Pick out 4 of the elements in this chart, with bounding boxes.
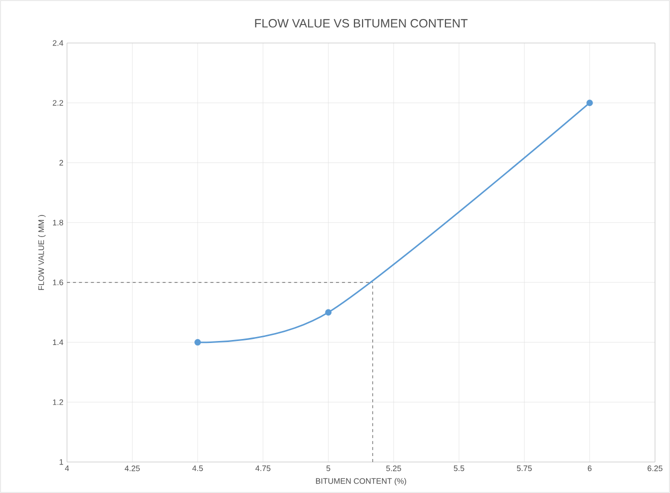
point bbox=[194, 339, 201, 346]
chart-title: FLOW VALUE VS BITUMEN CONTENT bbox=[255, 19, 468, 28]
point bbox=[325, 309, 332, 316]
point bbox=[586, 100, 593, 106]
